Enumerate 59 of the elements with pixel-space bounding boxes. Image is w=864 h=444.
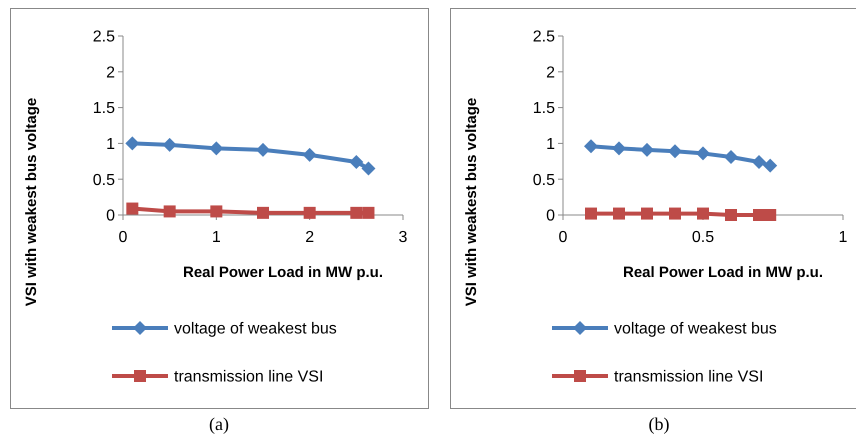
point	[585, 208, 597, 220]
point	[304, 206, 316, 219]
point	[697, 208, 709, 220]
x-tick-label: 3	[398, 229, 408, 246]
point	[162, 138, 177, 152]
point	[752, 155, 766, 170]
x-tick-label: 0	[118, 229, 128, 246]
point	[164, 205, 176, 218]
point	[257, 206, 269, 219]
y-tick-label: 1.5	[92, 100, 116, 118]
point	[725, 209, 737, 221]
point	[361, 161, 376, 176]
point	[126, 202, 138, 215]
point	[362, 206, 374, 219]
point	[302, 148, 317, 162]
point	[210, 205, 222, 218]
legend-label: voltage of weakest bus	[174, 320, 337, 338]
y-tick-label: 2.5	[92, 28, 116, 46]
point	[349, 155, 364, 170]
x-tick-label: 1	[838, 229, 848, 246]
point	[350, 206, 362, 219]
point	[125, 136, 140, 150]
text: (b)	[648, 414, 670, 434]
point	[753, 209, 765, 221]
y-tick-label: 0	[106, 208, 116, 225]
point	[724, 150, 738, 164]
y-tick-label: 0.5	[92, 172, 116, 189]
y-axis-title: VSI with weakest bus voltage	[463, 98, 480, 306]
y-axis-title: VSI with weakest bus voltage	[23, 98, 40, 306]
point	[640, 142, 654, 157]
point	[641, 208, 653, 220]
text: (a)	[209, 414, 229, 434]
point	[669, 208, 681, 220]
y-tick-label: 0.5	[532, 172, 556, 189]
y-tick-label: 1	[106, 136, 116, 153]
y-tick-label: 0	[546, 208, 556, 225]
legend-label: voltage of weakest bus	[614, 320, 777, 338]
x-tick-label: 0.5	[692, 229, 714, 246]
x-tick-label: 0	[558, 229, 568, 246]
x-axis-title: Real Power Load in MW p.u.	[622, 264, 824, 281]
point	[612, 141, 626, 156]
point	[763, 158, 778, 173]
point	[256, 142, 270, 157]
point	[209, 141, 224, 156]
point	[764, 209, 776, 221]
y-tick-label: 2	[106, 64, 116, 82]
y-tick-label: 1.5	[532, 100, 556, 118]
y-tick-label: 2.5	[532, 28, 556, 46]
legend-label: transmission line VSI	[174, 368, 324, 386]
y-tick-label: 2	[546, 64, 556, 82]
point	[584, 139, 598, 154]
legend-label: transmission line VSI	[614, 368, 764, 386]
point	[613, 208, 625, 220]
y-tick-label: 1	[546, 136, 556, 153]
x-axis-title: Real Power Load in MW p.u.	[182, 264, 384, 281]
point	[696, 146, 710, 160]
x-tick-label: 2	[305, 229, 314, 246]
point	[668, 144, 682, 158]
x-tick-label: 1	[212, 229, 221, 246]
